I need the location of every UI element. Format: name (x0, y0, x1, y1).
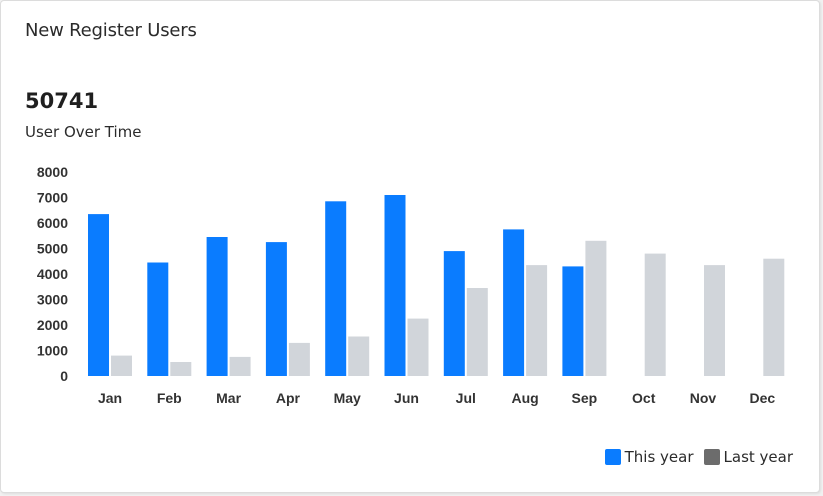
bar-this-year[interactable] (265, 242, 287, 376)
bar-last-year[interactable] (348, 336, 370, 377)
bar-this-year[interactable] (206, 237, 228, 376)
bar-last-year[interactable] (407, 318, 429, 376)
bar-this-year[interactable] (88, 214, 109, 376)
bar-last-year[interactable] (466, 288, 488, 376)
y-tick-label: 4000 (37, 266, 68, 282)
y-tick-label: 7000 (37, 190, 68, 206)
y-tick-label: 0 (60, 368, 68, 384)
bar-this-year[interactable] (325, 201, 347, 376)
legend-item-last-year[interactable]: Last year (703, 448, 793, 466)
x-tick-label: Jan (98, 390, 122, 406)
card-title: New Register Users (25, 20, 197, 41)
bar-this-year[interactable] (147, 262, 169, 377)
y-tick-label: 6000 (37, 215, 68, 231)
bar-last-year[interactable] (526, 265, 548, 376)
y-tick-label: 2000 (37, 317, 68, 333)
x-tick-label: Apr (276, 390, 301, 406)
chart-legend: This year Last year (595, 448, 793, 466)
y-tick-label: 8000 (37, 164, 68, 180)
x-tick-label: Jul (456, 390, 476, 406)
bar-this-year[interactable] (443, 251, 465, 376)
total-users-value: 50741 (25, 89, 99, 113)
bar-last-year[interactable] (704, 265, 725, 376)
bar-last-year[interactable] (644, 253, 666, 376)
bar-chart: 0 1000 2000 3000 4000 5000 6000 7000 8000 Jan Feb M… (37, 164, 785, 406)
bar-last-year[interactable] (229, 356, 251, 376)
legend-item-this-year[interactable]: This year (604, 448, 694, 466)
x-tick-label: May (334, 390, 361, 406)
bar-this-year[interactable] (503, 229, 525, 376)
x-tick-label: Dec (749, 390, 775, 406)
x-tick-label: Jun (394, 390, 419, 406)
bar-last-year[interactable] (111, 355, 132, 376)
x-tick-label: Mar (216, 390, 241, 406)
x-tick-label: Oct (632, 390, 656, 406)
bar-last-year[interactable] (288, 342, 310, 376)
x-tick-label: Feb (157, 390, 182, 406)
bar-this-year[interactable] (562, 266, 584, 376)
y-tick-label: 5000 (37, 241, 68, 257)
legend-label-this-year: This year (624, 448, 694, 466)
bar-this-year[interactable] (384, 195, 406, 376)
x-tick-label: Aug (511, 390, 538, 406)
y-tick-label: 3000 (37, 292, 68, 308)
legend-label-last-year: Last year (723, 448, 793, 466)
bar-last-year[interactable] (763, 258, 785, 376)
legend-swatch-last-year (703, 449, 720, 465)
legend-swatch-this-year (604, 449, 621, 465)
x-tick-label: Nov (690, 390, 717, 406)
chart-subtitle: User Over Time (25, 123, 142, 141)
x-tick-label: Sep (572, 390, 598, 406)
bar-last-year[interactable] (585, 240, 607, 376)
y-tick-label: 1000 (37, 343, 68, 359)
bar-last-year[interactable] (170, 362, 192, 376)
